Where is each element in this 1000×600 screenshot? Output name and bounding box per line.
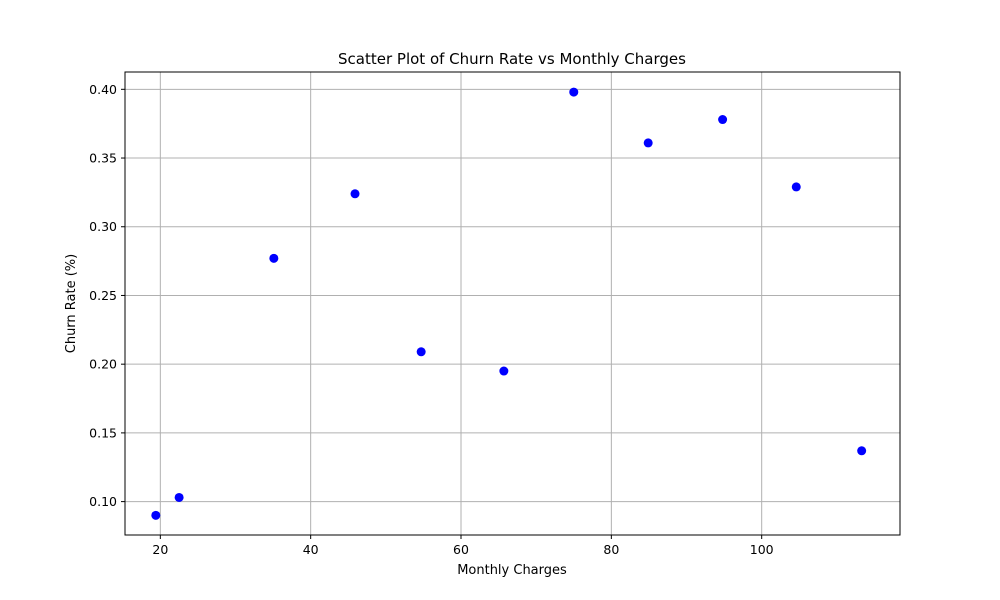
y-tick-label: 0.10: [89, 494, 117, 509]
x-tick-label: 40: [303, 542, 319, 557]
x-tick-label: 80: [603, 542, 619, 557]
y-tick-label: 0.40: [89, 82, 117, 97]
data-point: [269, 253, 279, 263]
data-point: [718, 115, 728, 125]
x-axis-label: Monthly Charges: [457, 563, 567, 578]
y-tick-label: 0.20: [89, 357, 117, 372]
plot-area-frame: [124, 71, 901, 536]
data-point: [857, 446, 867, 456]
chart-title: Scatter Plot of Churn Rate vs Monthly Ch…: [338, 50, 686, 68]
data-point: [569, 87, 579, 97]
x-tick-label: 20: [152, 542, 168, 557]
y-tick-label: 0.30: [89, 219, 117, 234]
data-point: [151, 510, 161, 520]
grid-lines: [125, 72, 900, 535]
x-tick-label: 100: [750, 542, 774, 557]
data-points: [151, 87, 867, 520]
x-tick-label: 60: [453, 542, 469, 557]
y-axis-label: Churn Rate (%): [64, 254, 79, 353]
data-point: [416, 347, 426, 357]
y-tick-label: 0.35: [89, 151, 117, 166]
data-point: [350, 189, 360, 199]
data-point: [791, 182, 801, 192]
y-tick-label: 0.25: [89, 288, 117, 303]
data-point: [499, 366, 509, 376]
y-tick-label: 0.15: [89, 425, 117, 440]
data-point: [643, 138, 653, 148]
axis-ticks: 20 40 60 80 100 0.10 0.15 0.20 0.25 0.30 0.35 0.40: [89, 82, 774, 557]
data-point: [174, 492, 184, 502]
